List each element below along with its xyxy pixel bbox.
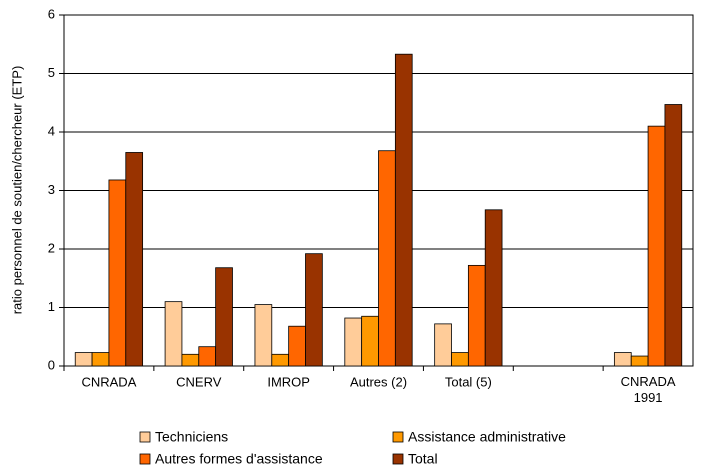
legend-swatch xyxy=(392,453,404,465)
legend-label: Assistance administrative xyxy=(408,429,566,445)
bar xyxy=(271,353,290,367)
x-tick-label: CNERV xyxy=(176,374,222,389)
y-tick-label: 0 xyxy=(48,357,55,372)
y-tick-label: 6 xyxy=(48,6,55,21)
x-tick-label: Autres (2) xyxy=(350,374,407,389)
legend-label: Techniciens xyxy=(155,429,228,445)
bar xyxy=(198,346,217,367)
bar xyxy=(91,352,110,367)
bar xyxy=(394,53,413,367)
legend-swatch xyxy=(139,431,151,443)
bar xyxy=(434,323,452,367)
bar xyxy=(613,352,632,367)
bar xyxy=(215,267,233,367)
bar xyxy=(125,152,144,367)
y-tick-label: 1 xyxy=(48,299,55,314)
y-tick-label: 4 xyxy=(48,123,55,138)
legend-swatch xyxy=(139,453,151,465)
y-tick-label: 5 xyxy=(48,65,55,80)
bar xyxy=(451,352,469,367)
y-axis-label: ratio personnel de soutien/chercheur (ET… xyxy=(9,66,24,315)
bar xyxy=(484,209,503,367)
bar xyxy=(74,352,93,367)
legend-swatch xyxy=(392,431,404,443)
y-tick-label: 3 xyxy=(48,182,55,197)
bar xyxy=(647,125,666,367)
x-tick-label: CNRADA 1991 xyxy=(621,374,676,405)
bar xyxy=(378,150,396,367)
bar xyxy=(164,301,183,367)
bar xyxy=(254,304,273,367)
bar xyxy=(630,355,649,367)
bar xyxy=(467,264,486,367)
bar xyxy=(288,325,306,367)
x-tick-label: IMROP xyxy=(267,374,310,389)
bar xyxy=(664,104,683,367)
bar xyxy=(305,253,323,367)
bar xyxy=(361,315,379,367)
legend-label: Autres formes d'assistance xyxy=(155,451,323,467)
x-tick-label: Total (5) xyxy=(445,374,492,389)
bar xyxy=(344,317,363,367)
y-tick-label: 2 xyxy=(48,240,55,255)
x-tick-label: CNRADA xyxy=(81,374,136,389)
bar xyxy=(108,179,127,367)
bar xyxy=(181,353,200,367)
legend-label: Total xyxy=(408,451,438,467)
